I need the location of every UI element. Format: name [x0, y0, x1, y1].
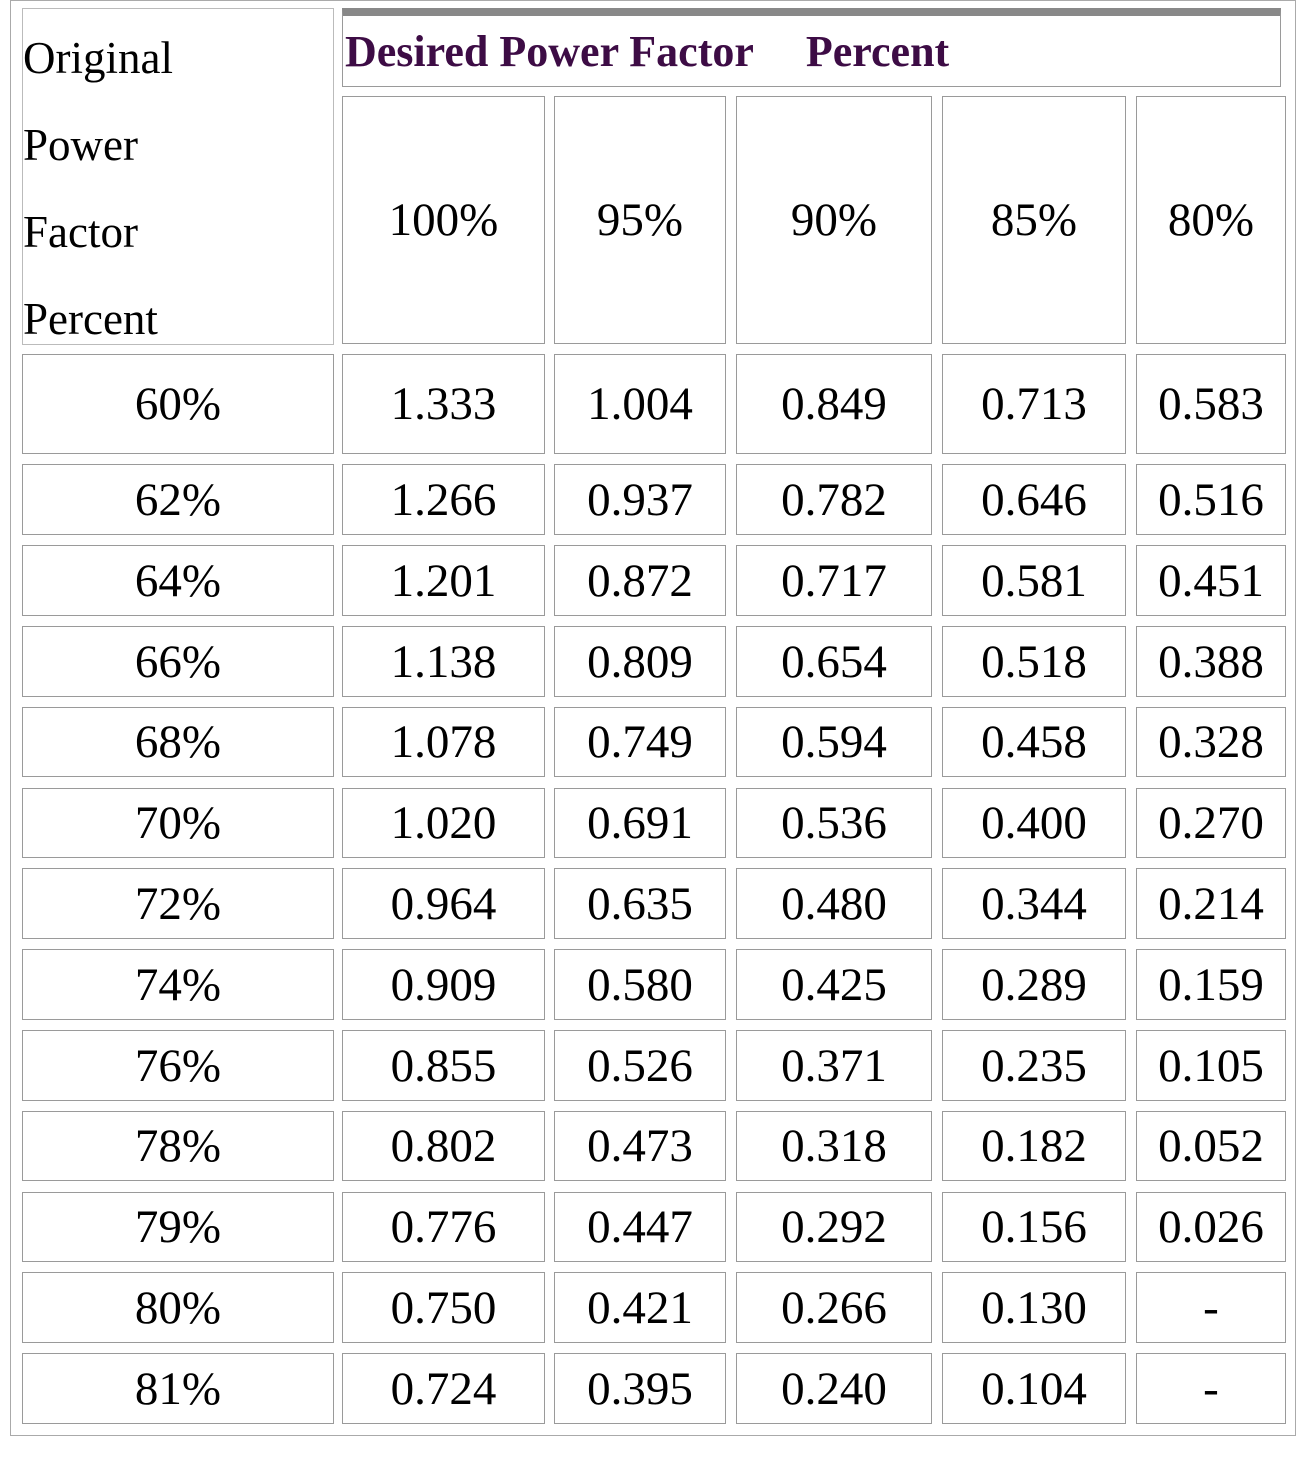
table-cell: 0.724 — [342, 1353, 545, 1424]
table-cell: 0.717 — [736, 545, 932, 616]
table-cell: 0.872 — [554, 545, 726, 616]
table-cell: 0.235 — [942, 1030, 1126, 1101]
table-cell: 0.400 — [942, 788, 1126, 858]
table-cell: 0.026 — [1136, 1192, 1286, 1262]
table-cell: 0.909 — [342, 949, 545, 1020]
table-cell: 0.802 — [342, 1111, 545, 1181]
table-cell: 1.201 — [342, 545, 545, 616]
table-cell: 0.594 — [736, 707, 932, 777]
table-cell: 0.581 — [942, 545, 1126, 616]
table-cell: 0.849 — [736, 354, 932, 454]
table-cell: 0.713 — [942, 354, 1126, 454]
table-cell: 0.809 — [554, 626, 726, 697]
group-header: Desired Power Factor Percent — [342, 8, 1281, 87]
row-header: 72% — [22, 868, 334, 939]
table-cell: 0.451 — [1136, 545, 1286, 616]
table-cell: - — [1136, 1272, 1286, 1343]
column-header: 100% — [342, 96, 545, 344]
table-cell: 0.371 — [736, 1030, 932, 1101]
table-cell: 0.052 — [1136, 1111, 1286, 1181]
table-cell: 0.964 — [342, 868, 545, 939]
table-cell: 0.516 — [1136, 464, 1286, 535]
group-title: Desired Power Factor — [345, 26, 754, 76]
table-cell: 0.646 — [942, 464, 1126, 535]
table-cell: 0.776 — [342, 1192, 545, 1262]
table-cell: 0.182 — [942, 1111, 1126, 1181]
corner-line: Original — [23, 33, 173, 83]
table-cell: 0.395 — [554, 1353, 726, 1424]
row-header: 62% — [22, 464, 334, 535]
row-header: 68% — [22, 707, 334, 777]
table-cell: 0.635 — [554, 868, 726, 939]
table-cell: 0.458 — [942, 707, 1126, 777]
table-border — [10, 0, 1296, 1436]
table-cell: 0.388 — [1136, 626, 1286, 697]
table-cell: 0.214 — [1136, 868, 1286, 939]
table-cell: - — [1136, 1353, 1286, 1424]
table-cell: 0.750 — [342, 1272, 545, 1343]
table-cell: 0.425 — [736, 949, 932, 1020]
table-cell: 0.421 — [554, 1272, 726, 1343]
table-cell: 0.156 — [942, 1192, 1126, 1262]
table-cell: 0.526 — [554, 1030, 726, 1101]
column-header: 95% — [554, 96, 726, 344]
table-cell: 1.138 — [342, 626, 545, 697]
row-header: 78% — [22, 1111, 334, 1181]
row-header: 80% — [22, 1272, 334, 1343]
table-cell: 0.159 — [1136, 949, 1286, 1020]
table-cell: 1.333 — [342, 354, 545, 454]
table-cell: 0.782 — [736, 464, 932, 535]
table-cell: 0.473 — [554, 1111, 726, 1181]
table-cell: 0.583 — [1136, 354, 1286, 454]
table-cell: 0.749 — [554, 707, 726, 777]
table-cell: 0.536 — [736, 788, 932, 858]
table-cell: 0.691 — [554, 788, 726, 858]
table-cell: 0.518 — [942, 626, 1126, 697]
table-cell: 0.580 — [554, 949, 726, 1020]
corner-header: Original Power Factor Percent — [22, 8, 334, 345]
table-cell: 0.344 — [942, 868, 1126, 939]
table-cell: 1.020 — [342, 788, 545, 858]
group-unit: Percent — [805, 26, 950, 76]
row-header: 76% — [22, 1030, 334, 1101]
row-header: 79% — [22, 1192, 334, 1262]
table-cell: 0.104 — [942, 1353, 1126, 1424]
table-cell: 0.447 — [554, 1192, 726, 1262]
table-cell: 1.266 — [342, 464, 545, 535]
row-header: 60% — [22, 354, 334, 454]
row-header: 70% — [22, 788, 334, 858]
row-header: 64% — [22, 545, 334, 616]
row-header: 81% — [22, 1353, 334, 1424]
table-cell: 0.292 — [736, 1192, 932, 1262]
table-cell: 0.289 — [942, 949, 1126, 1020]
column-header: 80% — [1136, 96, 1286, 344]
column-header: 90% — [736, 96, 932, 344]
table-cell: 0.266 — [736, 1272, 932, 1343]
column-header: 85% — [942, 96, 1126, 344]
table-cell: 0.937 — [554, 464, 726, 535]
table-cell: 1.004 — [554, 354, 726, 454]
table-cell: 0.855 — [342, 1030, 545, 1101]
table-cell: 0.270 — [1136, 788, 1286, 858]
table-cell: 0.240 — [736, 1353, 932, 1424]
table-cell: 0.480 — [736, 868, 932, 939]
table-cell: 0.130 — [942, 1272, 1126, 1343]
corner-line: Power — [23, 120, 138, 170]
table-cell: 0.318 — [736, 1111, 932, 1181]
table-cell: 1.078 — [342, 707, 545, 777]
corner-line: Factor — [23, 207, 138, 257]
table-cell: 0.328 — [1136, 707, 1286, 777]
corner-line: Percent — [23, 294, 158, 344]
row-header: 74% — [22, 949, 334, 1020]
row-header: 66% — [22, 626, 334, 697]
table-cell: 0.654 — [736, 626, 932, 697]
table-cell: 0.105 — [1136, 1030, 1286, 1101]
